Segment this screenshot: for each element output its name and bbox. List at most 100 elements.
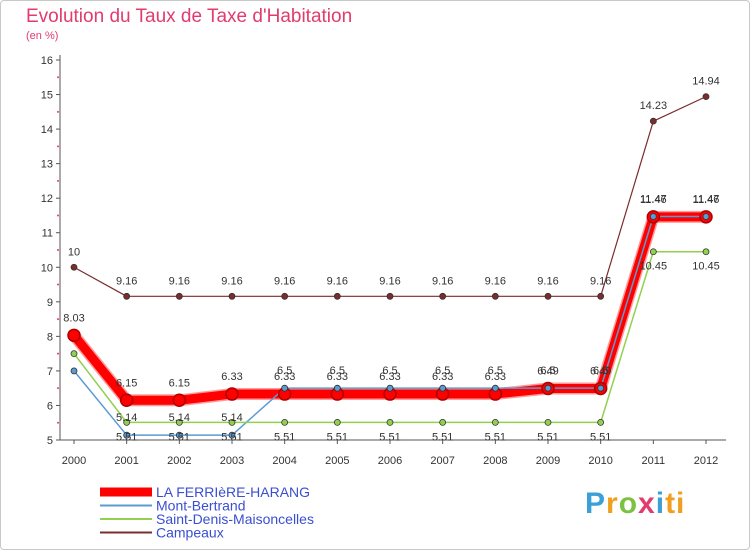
- series-1-label-5: 6.5: [330, 365, 345, 377]
- series-1-point-8: [491, 384, 499, 392]
- chart-subtitle: (en %): [26, 30, 59, 42]
- y-tick-label-1: 6: [47, 400, 53, 412]
- series-0-label-4: 6.33: [274, 371, 295, 383]
- y-tick-label-0: 5: [47, 435, 53, 447]
- series-2-label-5: 5.51: [327, 431, 348, 443]
- series-2-label-3: 5.51: [221, 431, 242, 443]
- series-3-label-1: 9.16: [116, 275, 137, 287]
- series-2-point-11: [649, 248, 657, 256]
- series-0-label-10: 6.49: [590, 366, 611, 378]
- series-1-label-1: 5.14: [116, 412, 137, 424]
- series-1-point-3: [228, 431, 236, 439]
- y-tick-label-2: 7: [47, 366, 53, 378]
- series-1-label-11: 11.47: [640, 193, 667, 205]
- y-minor-tick: [57, 387, 59, 390]
- series-2-point-12: [702, 248, 710, 256]
- y-minor-tick: [57, 214, 59, 217]
- series-3-point-1: [123, 292, 131, 300]
- series-2-point-3: [228, 418, 236, 426]
- y-tick-label-9: 14: [41, 124, 53, 136]
- series-3-label-8: 9.16: [485, 275, 506, 287]
- series-1-point-11: [649, 213, 657, 220]
- series-3-label-4: 9.16: [274, 275, 295, 287]
- x-tick-label-10: 2010: [588, 455, 612, 467]
- series-1-point-6: [386, 384, 394, 392]
- series-3-label-12: 14.94: [692, 76, 720, 88]
- series-1-label-12: 11.47: [693, 193, 720, 205]
- series-3-label-5: 9.16: [327, 275, 348, 287]
- series-3-point-10: [597, 292, 605, 300]
- y-minor-tick: [57, 421, 59, 424]
- series-2-point-0: [70, 350, 78, 358]
- series-2-point-10: [597, 418, 605, 426]
- series-3-point-7: [439, 292, 447, 300]
- series-0-label-12: 11.46: [693, 194, 720, 206]
- series-2-label-9: 5.51: [537, 431, 558, 443]
- series-3-label-10: 9.16: [590, 275, 611, 287]
- legend-label-2: Saint-Denis-Maisoncelles: [156, 511, 314, 527]
- y-minor-tick: [57, 352, 59, 355]
- series-1-label-8: 6.5: [488, 365, 503, 377]
- series-1-label-9: 6.5: [540, 365, 555, 377]
- y-tick-label-4: 9: [47, 297, 53, 309]
- series-0-point-1: [119, 393, 134, 408]
- series-1-point-12: [702, 213, 710, 220]
- y-minor-tick: [57, 249, 59, 251]
- legend-label-1: Mont-Bertrand: [156, 498, 245, 514]
- y-tick-label-8: 13: [41, 159, 53, 171]
- series-0-label-6: 6.33: [379, 371, 400, 383]
- series-0-point-2: [172, 393, 187, 408]
- series-1-point-10: [597, 384, 605, 392]
- series-3-point-5: [333, 292, 341, 300]
- x-tick-label-5: 2005: [325, 455, 349, 467]
- series-3-point-8: [491, 292, 499, 300]
- series-2-point-7: [439, 418, 447, 426]
- series-0-point-3: [225, 387, 239, 401]
- series-2-label-6: 5.51: [379, 431, 400, 443]
- series-3-point-9: [544, 292, 552, 300]
- series-line-3: [73, 96, 707, 297]
- series-1-point-9: [544, 384, 552, 392]
- x-tick-label-8: 2008: [483, 455, 507, 467]
- series-0-label-1: 6.15: [116, 377, 137, 389]
- series-2-label-8: 5.51: [485, 431, 506, 443]
- series-3-point-12: [702, 93, 710, 101]
- series-1-point-4: [281, 384, 289, 392]
- series-3-label-3: 9.16: [221, 275, 242, 287]
- series-2-label-7: 5.51: [432, 431, 453, 443]
- series-3-label-7: 9.16: [432, 275, 453, 287]
- x-tick-label-9: 2009: [536, 455, 560, 467]
- series-3-point-6: [386, 292, 394, 300]
- series-0-point-0: [67, 328, 81, 343]
- series-3-label-2: 9.16: [169, 275, 190, 287]
- series-2-point-5: [333, 418, 341, 426]
- series-0-label-11: 11.46: [640, 194, 667, 206]
- x-tick-label-0: 2000: [62, 455, 86, 467]
- series-0-label-5: 6.33: [327, 371, 348, 383]
- x-tick-label-11: 2011: [642, 455, 666, 467]
- series-0-label-3: 6.33: [221, 371, 242, 383]
- series-2-point-8: [491, 418, 499, 426]
- series-1-point-0: [70, 367, 78, 375]
- series-1-label-3: 5.14: [221, 412, 242, 424]
- series-2-point-6: [386, 418, 394, 426]
- y-tick-label-10: 15: [41, 90, 53, 102]
- y-tick-label-5: 10: [41, 262, 53, 274]
- series-2-point-4: [281, 418, 289, 426]
- series-3-label-9: 9.16: [537, 275, 558, 287]
- y-tick-label-6: 11: [42, 228, 53, 240]
- series-2-point-1: [123, 418, 131, 426]
- x-tick-label-2: 2002: [167, 455, 191, 467]
- series-0-label-7: 6.33: [432, 371, 453, 383]
- series-1-point-5: [333, 384, 341, 392]
- y-minor-tick: [57, 110, 59, 113]
- y-tick-label-3: 8: [47, 331, 53, 343]
- y-minor-tick: [57, 318, 59, 321]
- series-3-label-0: 10: [68, 246, 80, 258]
- series-2-label-4: 5.51: [274, 431, 295, 443]
- series-1-label-10: 6.5: [593, 365, 608, 377]
- series-1-point-2: [175, 431, 183, 439]
- y-minor-tick: [57, 179, 59, 182]
- series-1-label-7: 6.5: [435, 365, 450, 377]
